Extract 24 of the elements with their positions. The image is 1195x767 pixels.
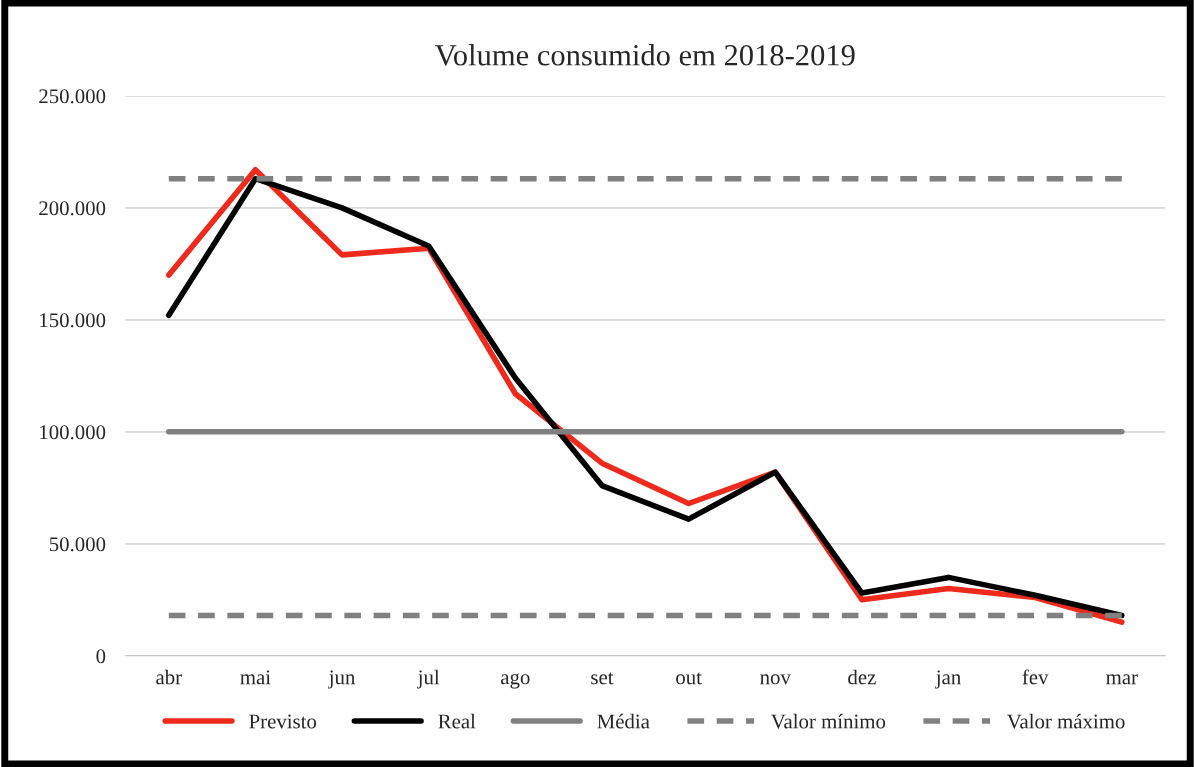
x-tick-label: set: [591, 672, 614, 685]
x-tick-label: jun: [328, 670, 356, 689]
x-tick-label: mar: [1106, 674, 1138, 685]
x-tick-label: nov: [760, 674, 791, 685]
y-tick-label: 50.000: [49, 537, 106, 552]
y-tick-label: 200.000: [39, 201, 106, 216]
x-tick-label: jan: [935, 670, 961, 689]
y-tick-label: 100.000: [40, 425, 106, 440]
x-tick-label: out: [676, 672, 702, 685]
x-tick-label: ago: [501, 673, 530, 689]
x-tick-label: jul: [417, 669, 440, 689]
legend-label: Média: [597, 713, 650, 729]
y-tick-label: 0: [96, 649, 106, 664]
x-tick-label: dez: [848, 669, 876, 685]
y-tick-label: 150.000: [40, 313, 106, 328]
x-tick-label: mai: [240, 670, 271, 685]
legend-label: Real: [438, 713, 476, 729]
x-tick-label: abr: [156, 669, 182, 685]
legend-label: Previsto: [249, 714, 317, 729]
legend-label: Valor mínimo: [771, 713, 886, 729]
x-tick-label: fev: [1022, 669, 1049, 685]
chart-title: Volume consumido em 2018-2019: [435, 44, 855, 66]
legend-label: Valor máximo: [1006, 713, 1125, 729]
y-tick-label: 250.000: [39, 89, 106, 104]
